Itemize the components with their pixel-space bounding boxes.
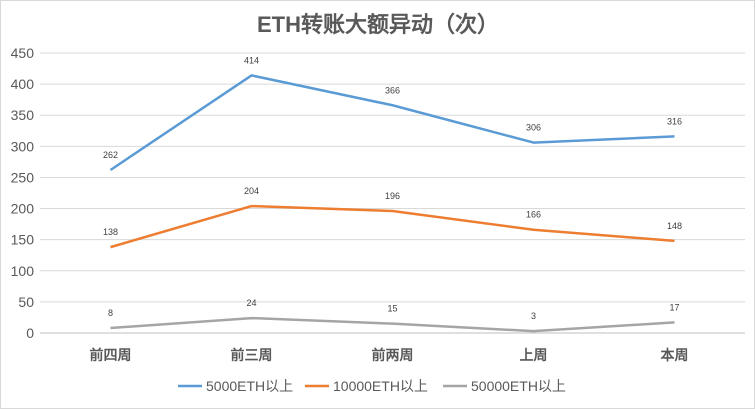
- legend-label: 50000ETH以上: [471, 378, 566, 394]
- x-tick-label: 前三周: [231, 347, 273, 363]
- data-label: 24: [246, 298, 256, 308]
- data-label: 316: [667, 116, 682, 126]
- x-tick-label: 上周: [520, 347, 548, 363]
- data-label: 262: [103, 150, 118, 160]
- x-tick-label: 前两周: [372, 347, 414, 363]
- data-label: 204: [244, 186, 259, 196]
- data-label: 3: [531, 311, 536, 321]
- y-tick-label: 50: [18, 294, 34, 310]
- data-label: 414: [244, 55, 259, 65]
- data-label: 15: [387, 304, 397, 314]
- chart-title: ETH转账大额异动（次）: [257, 12, 499, 37]
- y-tick-label: 400: [11, 76, 35, 92]
- x-tick-label: 本周: [661, 347, 689, 363]
- data-label: 138: [103, 227, 118, 237]
- data-label: 366: [385, 85, 400, 95]
- y-tick-label: 0: [26, 325, 34, 341]
- y-tick-label: 450: [11, 45, 35, 61]
- y-tick-label: 150: [11, 232, 35, 248]
- series-line: [109, 74, 675, 172]
- y-tick-label: 300: [11, 138, 35, 154]
- data-label: 8: [108, 308, 113, 318]
- y-tick-label: 200: [11, 201, 35, 217]
- y-tick-label: 100: [11, 263, 35, 279]
- data-label: 306: [526, 123, 541, 133]
- series-line: [110, 204, 675, 249]
- data-label: 17: [669, 302, 679, 312]
- y-tick-label: 350: [11, 107, 35, 123]
- legend-label: 10000ETH以上: [333, 378, 428, 394]
- data-label: 148: [667, 221, 682, 231]
- y-tick-label: 250: [11, 169, 35, 185]
- x-tick-label: 前四周: [90, 347, 132, 363]
- data-label: 196: [385, 191, 400, 201]
- series-line: [110, 316, 675, 333]
- legend-label: 5000ETH以上: [206, 378, 293, 394]
- data-label: 166: [526, 210, 541, 220]
